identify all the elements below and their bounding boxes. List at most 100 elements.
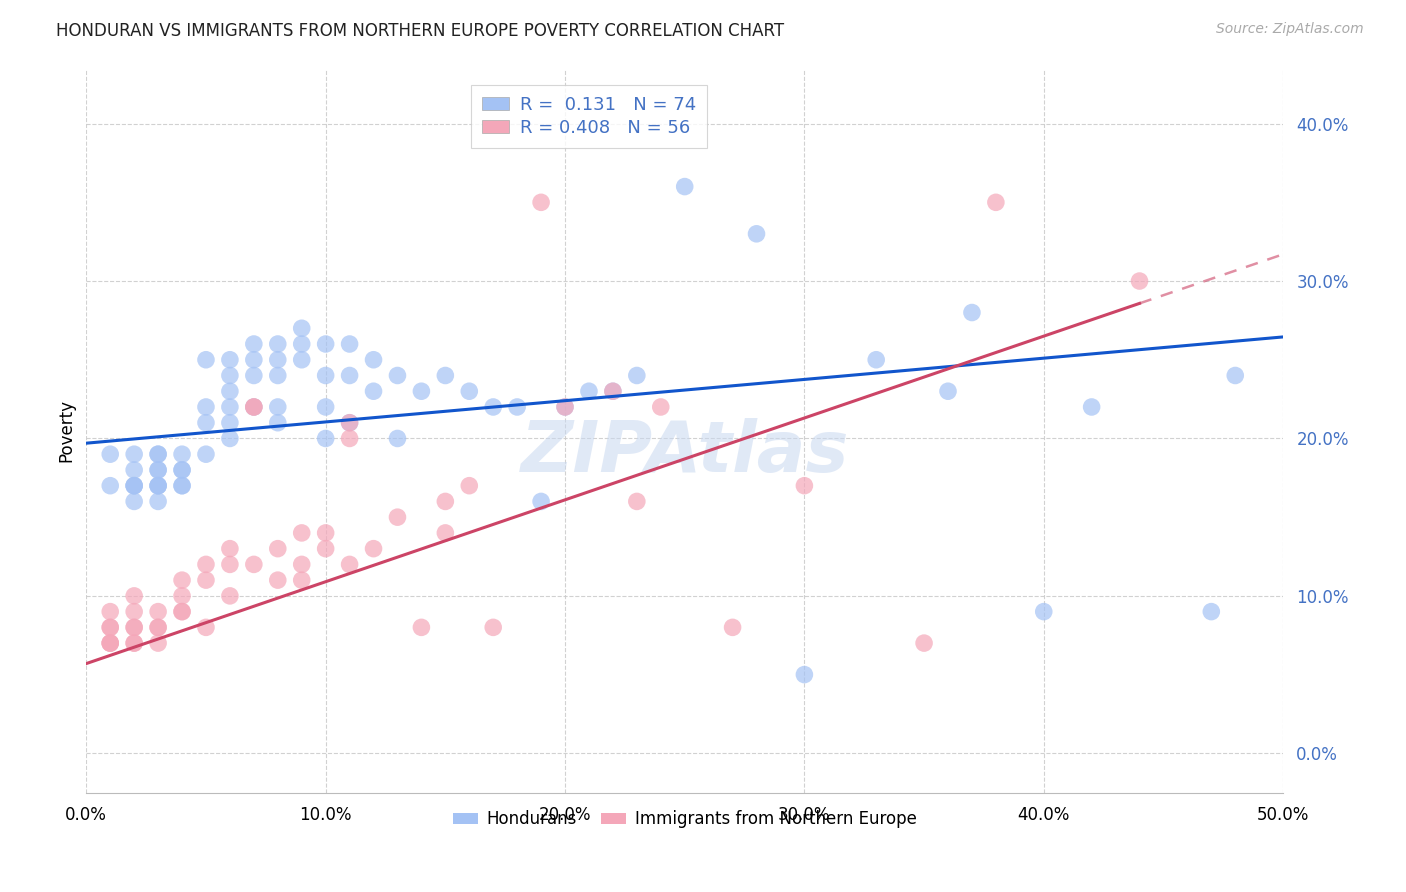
Hondurans xyxy=(267,416,290,430)
Hondurans xyxy=(170,463,193,477)
Immigrants from Northern Europe xyxy=(315,541,337,556)
Hondurans xyxy=(146,478,169,492)
Hondurans xyxy=(219,432,242,446)
Immigrants from Northern Europe xyxy=(339,416,361,430)
Immigrants from Northern Europe xyxy=(793,478,815,492)
Hondurans xyxy=(1225,368,1247,383)
Immigrants from Northern Europe xyxy=(146,605,169,619)
Hondurans xyxy=(170,478,193,492)
Hondurans xyxy=(291,337,314,351)
Hondurans xyxy=(315,400,337,414)
Immigrants from Northern Europe xyxy=(170,605,193,619)
Immigrants from Northern Europe xyxy=(219,589,242,603)
Immigrants from Northern Europe xyxy=(315,525,337,540)
Hondurans xyxy=(411,384,433,399)
Text: HONDURAN VS IMMIGRANTS FROM NORTHERN EUROPE POVERTY CORRELATION CHART: HONDURAN VS IMMIGRANTS FROM NORTHERN EUR… xyxy=(56,22,785,40)
Immigrants from Northern Europe xyxy=(194,558,217,572)
Immigrants from Northern Europe xyxy=(554,400,576,414)
Immigrants from Northern Europe xyxy=(530,195,553,210)
Immigrants from Northern Europe xyxy=(387,510,409,524)
Hondurans xyxy=(267,337,290,351)
Hondurans xyxy=(865,352,887,367)
Hondurans xyxy=(219,384,242,399)
Hondurans xyxy=(194,400,217,414)
Hondurans xyxy=(315,337,337,351)
Hondurans xyxy=(194,447,217,461)
Hondurans xyxy=(363,352,385,367)
Hondurans xyxy=(243,368,266,383)
Immigrants from Northern Europe xyxy=(626,494,648,508)
Immigrants from Northern Europe xyxy=(482,620,505,634)
Immigrants from Northern Europe xyxy=(912,636,935,650)
Immigrants from Northern Europe xyxy=(243,400,266,414)
Hondurans xyxy=(170,463,193,477)
Hondurans xyxy=(98,478,121,492)
Immigrants from Northern Europe xyxy=(219,558,242,572)
Hondurans xyxy=(170,478,193,492)
Hondurans xyxy=(339,416,361,430)
Hondurans xyxy=(122,463,145,477)
Hondurans xyxy=(506,400,529,414)
Hondurans xyxy=(745,227,768,241)
Hondurans xyxy=(339,368,361,383)
Hondurans xyxy=(243,337,266,351)
Immigrants from Northern Europe xyxy=(243,400,266,414)
Hondurans xyxy=(122,478,145,492)
Immigrants from Northern Europe xyxy=(170,605,193,619)
Hondurans xyxy=(960,305,983,319)
Immigrants from Northern Europe xyxy=(98,636,121,650)
Hondurans xyxy=(315,432,337,446)
Hondurans xyxy=(315,368,337,383)
Legend: Hondurans, Immigrants from Northern Europe: Hondurans, Immigrants from Northern Euro… xyxy=(446,804,924,835)
Hondurans xyxy=(291,321,314,335)
Immigrants from Northern Europe xyxy=(98,620,121,634)
Hondurans xyxy=(1201,605,1223,619)
Immigrants from Northern Europe xyxy=(122,620,145,634)
Hondurans xyxy=(339,337,361,351)
Hondurans xyxy=(1032,605,1054,619)
Hondurans xyxy=(554,400,576,414)
Hondurans xyxy=(122,494,145,508)
Hondurans xyxy=(219,368,242,383)
Immigrants from Northern Europe xyxy=(170,573,193,587)
Hondurans xyxy=(267,400,290,414)
Hondurans xyxy=(243,400,266,414)
Immigrants from Northern Europe xyxy=(98,605,121,619)
Immigrants from Northern Europe xyxy=(122,620,145,634)
Immigrants from Northern Europe xyxy=(122,636,145,650)
Hondurans xyxy=(170,447,193,461)
Hondurans xyxy=(1080,400,1102,414)
Immigrants from Northern Europe xyxy=(434,525,457,540)
Immigrants from Northern Europe xyxy=(122,636,145,650)
Immigrants from Northern Europe xyxy=(243,558,266,572)
Hondurans xyxy=(363,384,385,399)
Hondurans xyxy=(434,368,457,383)
Hondurans xyxy=(146,478,169,492)
Immigrants from Northern Europe xyxy=(122,605,145,619)
Immigrants from Northern Europe xyxy=(291,573,314,587)
Hondurans xyxy=(146,463,169,477)
Hondurans xyxy=(194,352,217,367)
Text: Source: ZipAtlas.com: Source: ZipAtlas.com xyxy=(1216,22,1364,37)
Hondurans xyxy=(387,368,409,383)
Hondurans xyxy=(219,416,242,430)
Immigrants from Northern Europe xyxy=(411,620,433,634)
Immigrants from Northern Europe xyxy=(170,589,193,603)
Hondurans xyxy=(122,447,145,461)
Immigrants from Northern Europe xyxy=(194,573,217,587)
Y-axis label: Poverty: Poverty xyxy=(58,399,75,462)
Hondurans xyxy=(122,478,145,492)
Hondurans xyxy=(673,179,696,194)
Immigrants from Northern Europe xyxy=(219,541,242,556)
Immigrants from Northern Europe xyxy=(984,195,1007,210)
Immigrants from Northern Europe xyxy=(721,620,744,634)
Hondurans xyxy=(936,384,959,399)
Immigrants from Northern Europe xyxy=(98,636,121,650)
Immigrants from Northern Europe xyxy=(458,478,481,492)
Hondurans xyxy=(530,494,553,508)
Hondurans xyxy=(122,478,145,492)
Hondurans xyxy=(267,352,290,367)
Hondurans xyxy=(626,368,648,383)
Immigrants from Northern Europe xyxy=(291,525,314,540)
Hondurans xyxy=(98,447,121,461)
